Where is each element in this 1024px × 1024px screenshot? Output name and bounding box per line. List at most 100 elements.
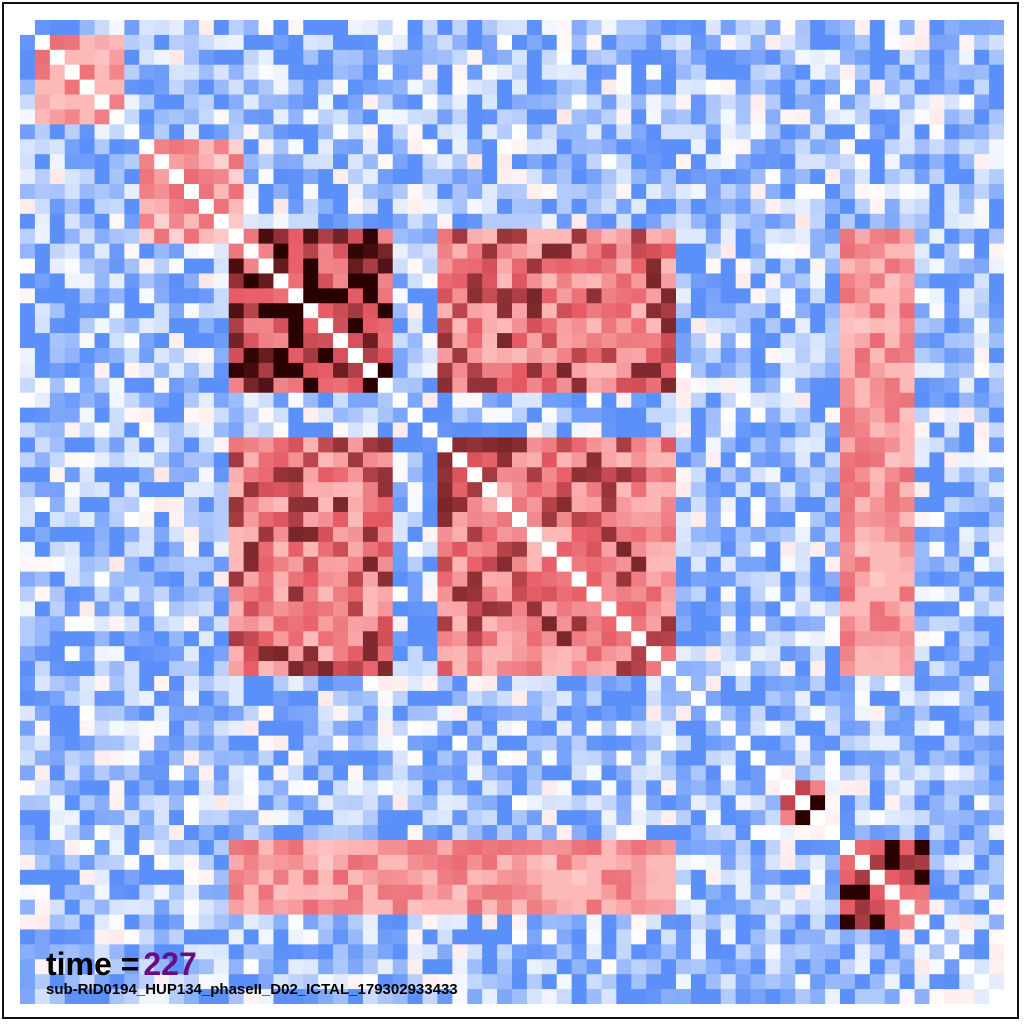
- heatmap-cell: [437, 869, 453, 886]
- heatmap-cell: [765, 631, 781, 647]
- heatmap-cell: [184, 392, 200, 409]
- heatmap-cell: [333, 124, 349, 140]
- heatmap-cell: [407, 139, 424, 155]
- heatmap-cell: [243, 228, 260, 245]
- heatmap-cell: [884, 795, 901, 811]
- heatmap-cell: [735, 362, 752, 379]
- heatmap-cell: [556, 273, 573, 289]
- heatmap-cell: [854, 79, 871, 96]
- heatmap-cell: [64, 273, 81, 289]
- heatmap-cell: [556, 318, 573, 334]
- heatmap-cell: [273, 303, 289, 319]
- heatmap-cell: [497, 407, 513, 424]
- heatmap-cell: [452, 273, 468, 289]
- heatmap-cell: [616, 720, 632, 737]
- heatmap-cell: [616, 198, 632, 215]
- heatmap-cell: [79, 213, 96, 230]
- heatmap-cell: [362, 914, 379, 931]
- heatmap-cell: [884, 64, 901, 81]
- heatmap-cell: [631, 20, 647, 36]
- heatmap-cell: [109, 601, 125, 617]
- heatmap-cell: [79, 482, 96, 498]
- heatmap-cell: [422, 541, 439, 558]
- heatmap-cell: [109, 467, 125, 483]
- heatmap-cell: [974, 705, 990, 722]
- heatmap-cell: [109, 437, 125, 453]
- heatmap-cell: [586, 512, 603, 528]
- heatmap-cell: [20, 959, 36, 975]
- heatmap-cell: [929, 228, 945, 245]
- heatmap-cell: [676, 213, 692, 230]
- heatmap-cell: [437, 20, 453, 36]
- heatmap-cell: [303, 318, 319, 334]
- heatmap-cell: [646, 407, 662, 424]
- heatmap-cell: [482, 959, 498, 975]
- heatmap-cell: [392, 676, 409, 692]
- heatmap-cell: [631, 586, 647, 603]
- heatmap-cell: [780, 795, 796, 811]
- heatmap-cell: [198, 735, 215, 752]
- heatmap-cell: [735, 184, 752, 200]
- heatmap-cell: [452, 735, 468, 752]
- heatmap-cell: [974, 258, 990, 275]
- heatmap-cell: [735, 914, 752, 931]
- heatmap-diagonal-cell: [184, 184, 200, 200]
- heatmap-cell: [526, 318, 543, 334]
- heatmap-cell: [571, 49, 588, 66]
- heatmap-cell: [243, 79, 260, 96]
- heatmap-cell: [869, 482, 886, 498]
- heatmap-cell: [780, 422, 796, 439]
- heatmap-cell: [482, 184, 498, 200]
- heatmap-cell: [228, 974, 245, 990]
- heatmap-cell: [899, 974, 916, 990]
- heatmap-cell: [407, 974, 424, 990]
- heatmap-cell: [198, 959, 215, 975]
- heatmap-cell: [49, 541, 66, 558]
- heatmap-cell: [49, 780, 66, 796]
- heatmap-cell: [94, 646, 111, 662]
- heatmap-cell: [94, 840, 111, 856]
- heatmap-cell: [109, 750, 125, 767]
- heatmap-cell: [795, 452, 811, 468]
- heatmap-cell: [258, 795, 275, 811]
- heatmap-cell: [974, 228, 990, 245]
- heatmap-cell: [646, 541, 662, 558]
- heatmap-cell: [169, 631, 185, 647]
- heatmap-cell: [333, 303, 349, 319]
- heatmap-cell: [795, 228, 811, 245]
- heatmap-cell: [333, 765, 349, 781]
- heatmap-cell: [184, 124, 200, 140]
- heatmap-cell: [303, 884, 319, 901]
- heatmap-cell: [899, 601, 916, 617]
- heatmap-cell: [616, 64, 632, 81]
- heatmap-cell: [959, 392, 975, 409]
- heatmap-cell: [169, 79, 185, 96]
- heatmap-cell: [109, 914, 125, 931]
- heatmap-cell: [586, 437, 603, 453]
- heatmap-cell: [586, 348, 603, 364]
- heatmap-cell: [780, 825, 796, 841]
- heatmap-cell: [974, 541, 990, 558]
- heatmap-cell: [169, 228, 185, 245]
- heatmap-cell: [854, 884, 871, 901]
- heatmap-cell: [348, 899, 364, 916]
- heatmap-cell: [467, 959, 483, 975]
- heatmap-cell: [228, 854, 245, 871]
- heatmap-cell: [869, 661, 886, 677]
- heatmap-cell: [571, 34, 588, 51]
- heatmap-cell: [20, 526, 36, 543]
- heatmap-cell: [959, 362, 975, 379]
- heatmap-cell: [243, 139, 260, 155]
- heatmap-cell: [750, 526, 767, 543]
- heatmap-cell: [348, 526, 364, 543]
- heatmap-cell: [452, 109, 468, 125]
- heatmap-cell: [377, 750, 394, 767]
- heatmap-cell: [20, 198, 36, 215]
- heatmap-cell: [676, 884, 692, 901]
- heatmap-cell: [20, 616, 36, 632]
- heatmap-cell: [392, 765, 409, 781]
- heatmap-cell: [631, 169, 647, 185]
- heatmap-cell: [49, 407, 66, 424]
- heatmap-cell: [780, 854, 796, 871]
- heatmap-cell: [109, 825, 125, 841]
